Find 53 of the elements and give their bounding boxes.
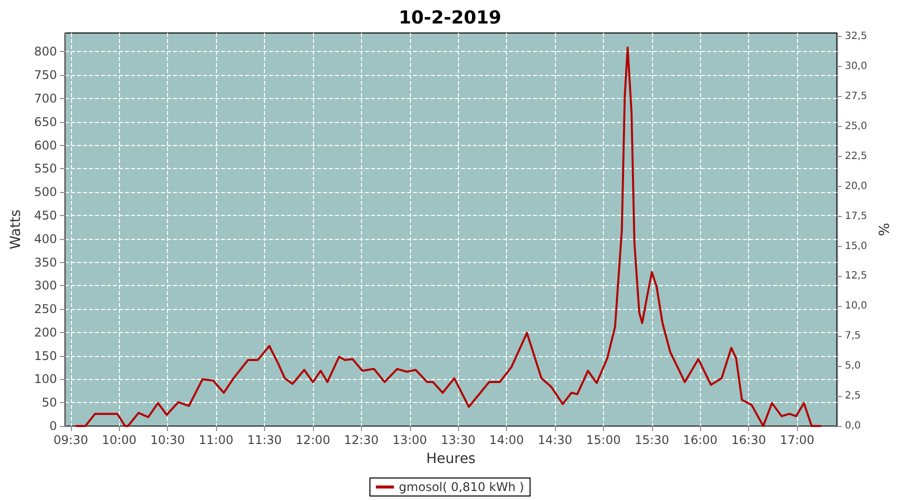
y-tick-label: 250	[34, 302, 57, 316]
y2-tick-label: 27,5	[844, 91, 868, 102]
y2-tick-label: 2,5	[844, 390, 861, 402]
y2-tick-label: 5,0	[844, 360, 861, 372]
x-tick-label: 13:00	[392, 433, 428, 447]
y-tick-label: 600	[34, 138, 57, 152]
y-tick-label: 500	[34, 185, 57, 200]
y2-tick-label: 12,5	[844, 270, 868, 282]
y-tick-label: 650	[34, 114, 57, 129]
y-tick-label: 400	[34, 232, 57, 246]
y2-tick-label: 0,0	[844, 420, 861, 432]
x-tick-label: 15:30	[634, 433, 670, 447]
y2-tick-label: 30,0	[844, 61, 868, 72]
y-tick-label: 300	[34, 278, 57, 293]
x-tick-label: 10:30	[150, 433, 185, 447]
y-tick-label: 700	[34, 92, 57, 106]
y2-axis-title: %	[877, 222, 893, 236]
y2-tick-label: 32,5	[844, 31, 868, 42]
x-tick-label: 16:00	[682, 433, 718, 447]
chart-title: 10-2-2019	[398, 8, 502, 28]
y2-tick-label: 17,5	[844, 210, 868, 222]
legend-label: gmosol( 0,810 kWh )	[398, 480, 524, 494]
y2-tick-label: 10,0	[844, 300, 868, 312]
x-axis-title: Heures	[426, 451, 476, 467]
y-tick-label: 550	[34, 162, 57, 176]
y2-tick-label: 7,5	[844, 330, 861, 342]
y-tick-label: 0	[49, 419, 57, 433]
x-tick-label: 09:30	[54, 433, 88, 447]
y-tick-label: 100	[34, 372, 57, 386]
x-tick-label: 14:30	[538, 433, 572, 447]
x-tick-label: 13:30	[440, 433, 476, 447]
x-tick-label: 14:00	[489, 433, 524, 447]
x-tick-label: 17:00	[780, 433, 814, 447]
y-tick-label: 50	[42, 396, 57, 410]
x-tick-label: 11:30	[247, 433, 282, 447]
y-tick-label: 450	[34, 208, 57, 222]
y-tick-label: 800	[34, 44, 57, 59]
x-tick-label: 12:30	[344, 433, 379, 447]
y-tick-label: 150	[34, 348, 57, 363]
y-tick-label: 200	[34, 325, 57, 340]
x-tick-label: 12:00	[296, 433, 330, 447]
y2-tick-label: 22,5	[844, 150, 868, 162]
y2-tick-label: 25,0	[844, 120, 868, 132]
x-tick-label: 10:00	[102, 433, 137, 447]
x-tick-label: 11:00	[198, 433, 234, 447]
y2-tick-label: 15,0	[844, 240, 868, 252]
line-series	[74, 46, 822, 427]
x-tick-label: 15:00	[586, 433, 621, 447]
y2-tick-label: 20,0	[844, 180, 868, 192]
x-tick-label: 16:30	[731, 433, 766, 447]
y-axis-title: Watts	[8, 210, 24, 250]
y-tick-label: 750	[34, 68, 57, 82]
y-tick-label: 350	[34, 255, 57, 270]
